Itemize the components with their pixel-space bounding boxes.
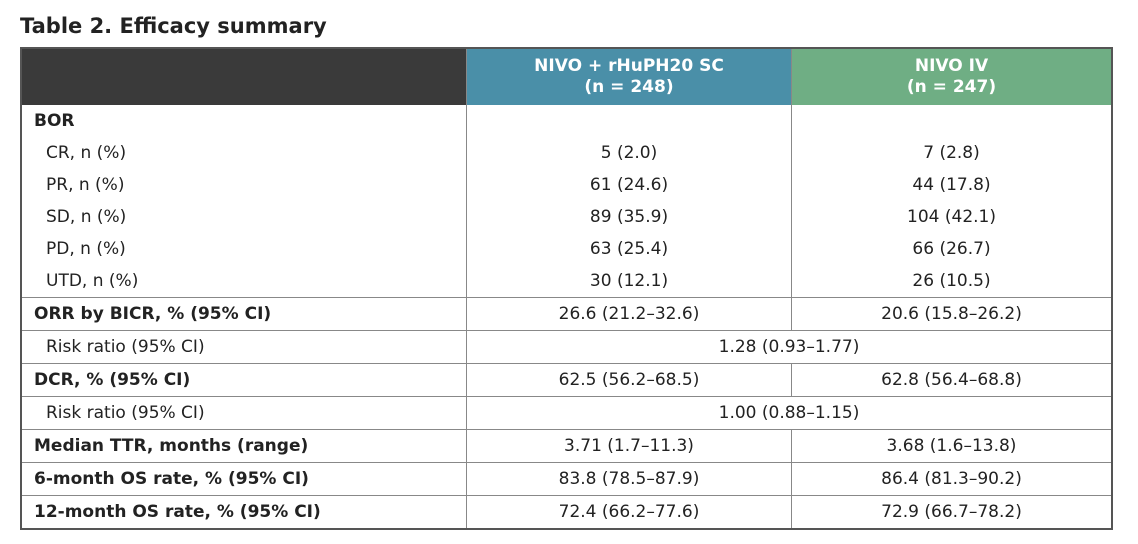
row-label: BOR xyxy=(20,105,467,137)
header-n: (n = 247) xyxy=(906,77,997,97)
cell-value: 3.68 (1.6–13.8) xyxy=(791,429,1112,463)
cell-value: 72.9 (66.7–78.2) xyxy=(791,495,1112,529)
table-row: BOR xyxy=(20,105,1112,137)
row-label: PD, n (%) xyxy=(20,233,467,265)
row-label: UTD, n (%) xyxy=(20,265,467,298)
cell-value: 89 (35.9) xyxy=(466,201,792,233)
header-name: NIVO IV xyxy=(914,56,989,76)
header-name: NIVO + rHuPH20 SC xyxy=(534,56,724,76)
row-label: 6-month OS rate, % (95% CI) xyxy=(20,462,467,496)
header-row: NIVO + rHuPH20 SC (n = 248) NIVO IV (n = 24… xyxy=(20,48,1112,105)
row-label: Risk ratio (95% CI) xyxy=(20,330,467,364)
table-row: 12-month OS rate, % (95% CI) 72.4 (66.2–7… xyxy=(20,495,1112,529)
table-row: ORR by BICR, % (95% CI) 26.6 (21.2–32.6) 2… xyxy=(20,297,1112,331)
row-label: SD, n (%) xyxy=(20,201,467,233)
cell-value: 3.71 (1.7–11.3) xyxy=(466,429,792,463)
cell-value: 20.6 (15.8–26.2) xyxy=(791,297,1112,331)
row-label: 12-month OS rate, % (95% CI) xyxy=(20,495,467,529)
table-row: Risk ratio (95% CI) 1.00 (0.88–1.15) xyxy=(20,396,1112,430)
table-row: PR, n (%) 61 (24.6) 44 (17.8) xyxy=(20,169,1112,201)
cell-value: 30 (12.1) xyxy=(466,265,792,298)
cell-value: 83.8 (78.5–87.9) xyxy=(466,462,792,496)
cell-value: 1.00 (0.88–1.15) xyxy=(466,396,1112,430)
table-row: DCR, % (95% CI) 62.5 (56.2–68.5) 62.8 (56.… xyxy=(20,363,1112,397)
table-row: PD, n (%) 63 (25.4) 66 (26.7) xyxy=(20,233,1112,265)
row-label: ORR by BICR, % (95% CI) xyxy=(20,297,467,331)
header-n: (n = 248) xyxy=(584,77,674,97)
cell-value: 1.28 (0.93–1.77) xyxy=(466,330,1112,364)
column-header: NIVO IV (n = 247) xyxy=(791,48,1112,105)
row-label: Risk ratio (95% CI) xyxy=(20,396,467,430)
table-row: SD, n (%) 89 (35.9) 104 (42.1) xyxy=(20,201,1112,233)
header-blank xyxy=(20,48,467,105)
row-label: PR, n (%) xyxy=(20,169,467,201)
column-header: NIVO + rHuPH20 SC (n = 248) xyxy=(466,48,792,105)
table-title: Table 2. Efficacy summary xyxy=(20,14,327,38)
table-row: 6-month OS rate, % (95% CI) 83.8 (78.5–87… xyxy=(20,462,1112,496)
row-label: DCR, % (95% CI) xyxy=(20,363,467,397)
cell-value: 44 (17.8) xyxy=(791,169,1112,201)
table-body: BOR CR, n (%) 5 (2.0) 7 (2.8) PR, n (%) 61 (2… xyxy=(20,105,1112,529)
table-row: Risk ratio (95% CI) 1.28 (0.93–1.77) xyxy=(20,330,1112,364)
cell-value: 86.4 (81.3–90.2) xyxy=(791,462,1112,496)
row-label: CR, n (%) xyxy=(20,137,467,169)
cell-value: 5 (2.0) xyxy=(466,137,792,169)
row-label: Median TTR, months (range) xyxy=(20,429,467,463)
table-row: UTD, n (%) 30 (12.1) 26 (10.5) xyxy=(20,265,1112,298)
cell-value: 66 (26.7) xyxy=(791,233,1112,265)
efficacy-table: NIVO + rHuPH20 SC (n = 248) NIVO IV (n = 24… xyxy=(20,47,1113,530)
cell-value: 72.4 (66.2–77.6) xyxy=(466,495,792,529)
cell-value: 62.8 (56.4–68.8) xyxy=(791,363,1112,397)
cell-value: 26 (10.5) xyxy=(791,265,1112,298)
cell-value: 7 (2.8) xyxy=(791,137,1112,169)
table-row: Median TTR, months (range) 3.71 (1.7–11.3… xyxy=(20,429,1112,463)
cell-empty xyxy=(791,105,1112,137)
cell-value: 26.6 (21.2–32.6) xyxy=(466,297,792,331)
cell-value: 62.5 (56.2–68.5) xyxy=(466,363,792,397)
table-row: CR, n (%) 5 (2.0) 7 (2.8) xyxy=(20,137,1112,169)
cell-value: 104 (42.1) xyxy=(791,201,1112,233)
cell-value: 61 (24.6) xyxy=(466,169,792,201)
cell-value: 63 (25.4) xyxy=(466,233,792,265)
cell-empty xyxy=(466,105,792,137)
